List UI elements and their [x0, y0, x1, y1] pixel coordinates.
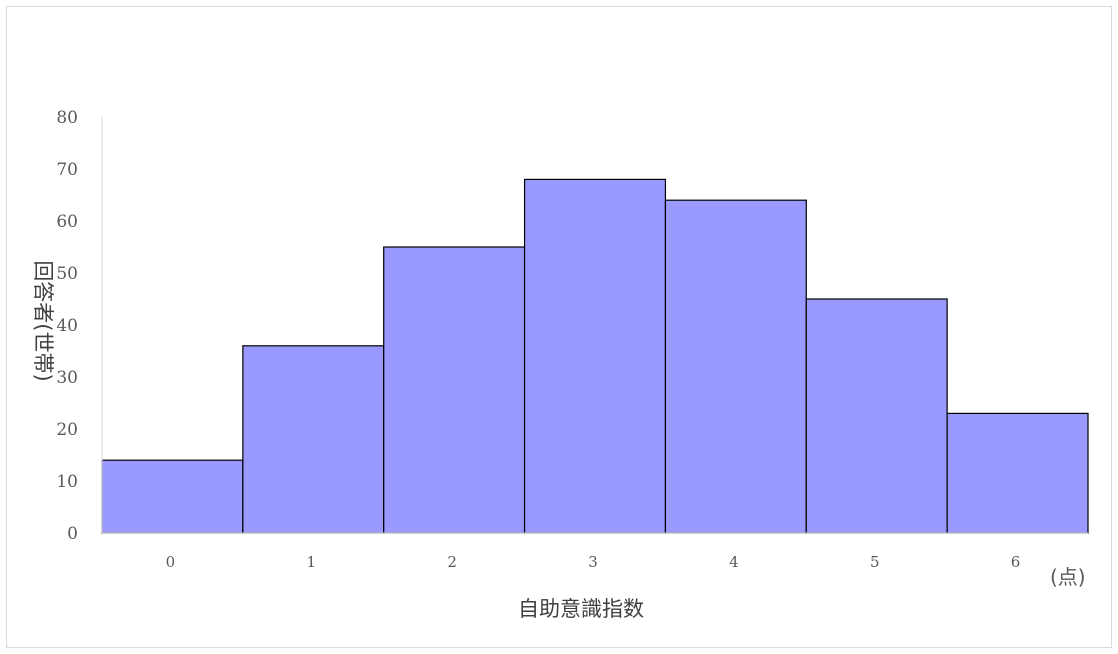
- bar: [664, 199, 807, 534]
- bar: [383, 246, 526, 534]
- y-tick-label: 80: [56, 108, 78, 128]
- x-tick-label: 6: [1011, 553, 1021, 571]
- x-tick-label: 2: [447, 553, 457, 571]
- y-tick-label: 20: [56, 420, 78, 440]
- y-tick-label: 10: [56, 472, 78, 492]
- bar: [946, 412, 1089, 534]
- bar: [805, 298, 948, 534]
- y-tick-label: 0: [67, 524, 78, 544]
- y-tick-label: 30: [56, 368, 78, 388]
- bar: [242, 345, 385, 534]
- x-tick-label: 5: [870, 553, 880, 571]
- x-axis-unit: (点): [1050, 565, 1086, 589]
- y-axis-ticks: 0 10 20 30 40 50 60 70 80: [56, 108, 78, 544]
- y-tick-label: 50: [56, 264, 78, 284]
- y-tick-label: 60: [56, 212, 78, 232]
- bar: [523, 178, 667, 534]
- y-axis-title: 回答者(世帯): [31, 260, 55, 381]
- x-tick-label: 4: [729, 553, 739, 571]
- y-tick-label: 40: [56, 316, 78, 336]
- x-tick-label: 3: [588, 553, 598, 571]
- bar: [101, 459, 244, 534]
- x-axis-title: 自助意識指数: [518, 597, 644, 621]
- x-axis-ticks: 0 1 2 3 4 5 6: [166, 553, 1021, 571]
- x-tick-label: 1: [307, 553, 317, 571]
- y-tick-label: 70: [56, 160, 78, 180]
- x-tick-label: 0: [166, 553, 176, 571]
- bars: [101, 178, 1089, 534]
